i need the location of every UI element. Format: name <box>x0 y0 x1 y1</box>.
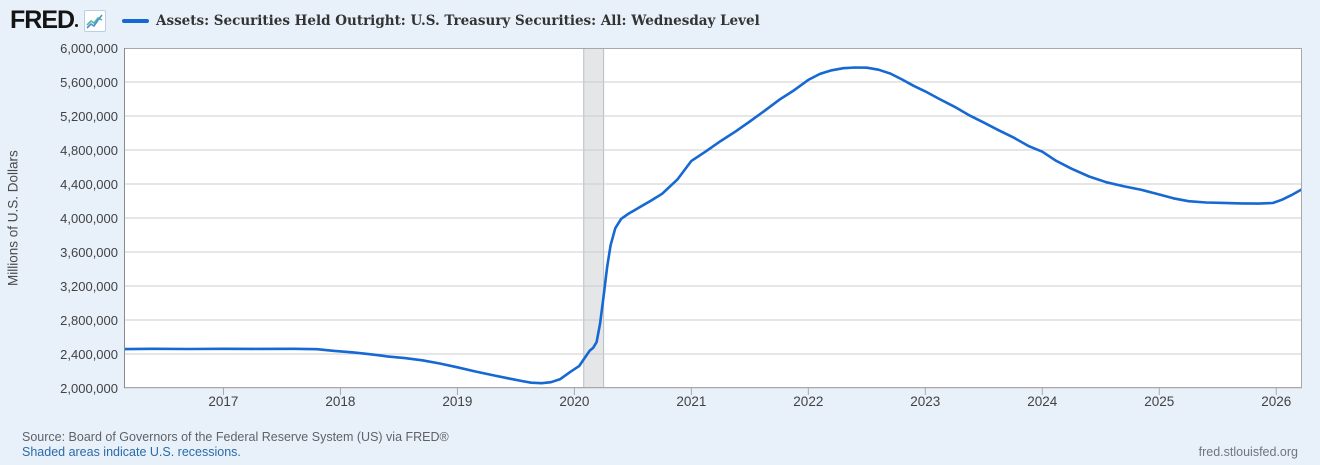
y-tick-label: 2,800,000 <box>60 313 118 328</box>
x-tick-label: 2025 <box>1144 394 1175 409</box>
y-tick-label: 2,000,000 <box>60 381 118 396</box>
x-tick-label: 2020 <box>559 394 590 409</box>
series-title: Assets: Securities Held Outright: U.S. T… <box>156 13 760 29</box>
y-tick-label: 3,200,000 <box>60 279 118 294</box>
x-tick-label: 2026 <box>1261 394 1292 409</box>
fred-site-link[interactable]: fred.stlouisfed.org <box>1198 445 1298 459</box>
y-tick-label: 4,800,000 <box>60 143 118 158</box>
y-axis-tick-labels: 6,000,000 5,600,000 5,200,000 4,800,000 4,40… <box>0 0 118 465</box>
x-tick-label: 2017 <box>208 394 239 409</box>
y-tick-label: 6,000,000 <box>60 41 118 56</box>
x-tick-label: 2022 <box>793 394 824 409</box>
y-tick-label: 5,200,000 <box>60 109 118 124</box>
registered-mark-dot <box>75 24 79 27</box>
x-tick-label: 2019 <box>442 394 473 409</box>
x-tick-label: 2023 <box>910 394 941 409</box>
y-tick-label: 2,400,000 <box>60 347 118 362</box>
recession-note-link[interactable]: Shaded areas indicate U.S. recessions. <box>22 445 241 459</box>
fred-logo[interactable]: FRED <box>10 6 79 35</box>
line-chart-icon <box>84 10 106 32</box>
y-tick-label: 5,600,000 <box>60 75 118 90</box>
x-tick-label: 2018 <box>325 394 356 409</box>
legend-line-swatch <box>122 19 149 23</box>
fred-logo-text: FRED <box>10 6 75 34</box>
y-tick-label: 4,000,000 <box>60 211 118 226</box>
plot-area[interactable] <box>124 48 1302 396</box>
x-tick-label: 2024 <box>1027 394 1058 409</box>
y-tick-label: 4,400,000 <box>60 177 118 192</box>
source-text: Source: Board of Governors of the Federa… <box>22 430 449 444</box>
series-line <box>124 66 1302 385</box>
x-tick-label: 2021 <box>676 394 707 409</box>
y-tick-label: 3,600,000 <box>60 245 118 260</box>
